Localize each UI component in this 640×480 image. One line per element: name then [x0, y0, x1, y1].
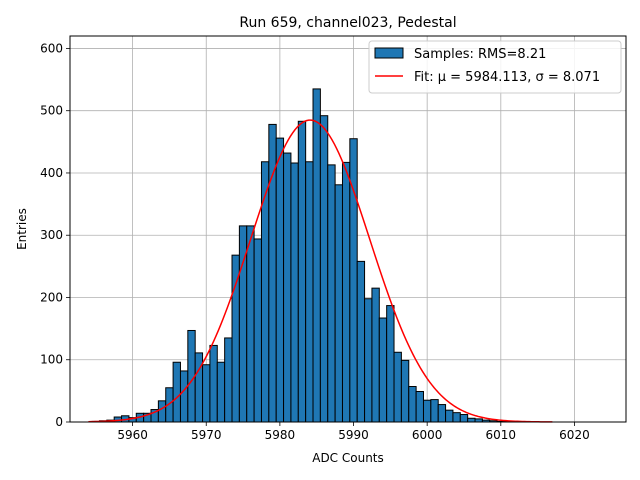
histogram-bar [356, 260, 366, 423]
y-tick-label: 0 [55, 415, 63, 429]
histogram-bar [283, 152, 292, 423]
histogram-bar [437, 404, 447, 423]
histogram-bar [364, 298, 373, 423]
histogram-bar [393, 351, 402, 423]
y-tick-label: 300 [40, 228, 63, 242]
histogram-bar [452, 412, 461, 423]
x-axis-label: ADC Counts [312, 451, 384, 465]
histogram-bar [179, 370, 189, 423]
gaussian-fit-line [88, 119, 553, 423]
y-tick-label: 200 [40, 290, 63, 304]
x-tick-label: 6020 [559, 428, 590, 442]
x-tick-label: 6000 [412, 428, 443, 442]
histogram-bar [157, 400, 167, 423]
legend-label-fit: Fit: μ = 5984.113, σ = 8.071 [414, 70, 600, 85]
x-tick-label: 6010 [486, 428, 517, 442]
legend: Samples: RMS=8.21 Fit: μ = 5984.113, σ =… [368, 40, 622, 94]
histogram-bar [246, 225, 255, 423]
histogram-bar [297, 120, 307, 423]
histogram-bar [290, 162, 299, 423]
x-tick-label: 5960 [117, 428, 148, 442]
histogram-bar [378, 317, 388, 423]
legend-label-samples: Samples: RMS=8.21 [414, 47, 546, 62]
histogram-bar [209, 344, 218, 423]
y-tick-label: 600 [40, 41, 63, 55]
plot-frame [69, 35, 627, 423]
histogram-bar [386, 305, 395, 423]
histogram-bar [202, 364, 211, 423]
x-tick-label: 5980 [265, 428, 296, 442]
histogram-bar [467, 417, 476, 423]
histogram-bar [459, 414, 469, 423]
chart-title: Run 659, channel023, Pedestal [239, 15, 456, 31]
y-tick-label: 400 [40, 166, 63, 180]
x-axis-ticks: 5960 5970 5980 5990 6000 6010 6020 [117, 422, 590, 442]
histogram-bar [172, 361, 181, 423]
x-tick-label: 5990 [338, 428, 369, 442]
x-tick-label: 5970 [191, 428, 222, 442]
histogram-bar [216, 361, 226, 423]
y-axis-label: Entries [15, 208, 29, 250]
legend-box [368, 40, 622, 94]
y-axis-ticks: 0 100 200 300 400 500 600 [40, 41, 70, 429]
histogram-bar [305, 161, 314, 423]
histogram-bar [371, 287, 380, 423]
histogram-bar [275, 137, 285, 423]
histogram-bar [445, 409, 454, 423]
y-tick-label: 100 [40, 353, 63, 367]
histogram-bar [430, 399, 439, 423]
histogram-bar [224, 337, 233, 423]
histogram-bar [312, 88, 321, 423]
histogram-bar [231, 254, 240, 423]
y-tick-label: 500 [40, 104, 63, 118]
histogram-bar [194, 352, 204, 423]
legend-swatch-samples [374, 47, 404, 59]
histogram-bar [334, 184, 343, 423]
histogram-bar [408, 386, 417, 423]
histogram-bar [415, 390, 424, 423]
histogram-bar [341, 161, 351, 423]
histogram-bar [319, 115, 329, 423]
histogram-bar [253, 238, 262, 423]
histogram-bar [327, 164, 336, 423]
histogram-bar [400, 359, 410, 423]
histogram-bar [422, 399, 432, 423]
